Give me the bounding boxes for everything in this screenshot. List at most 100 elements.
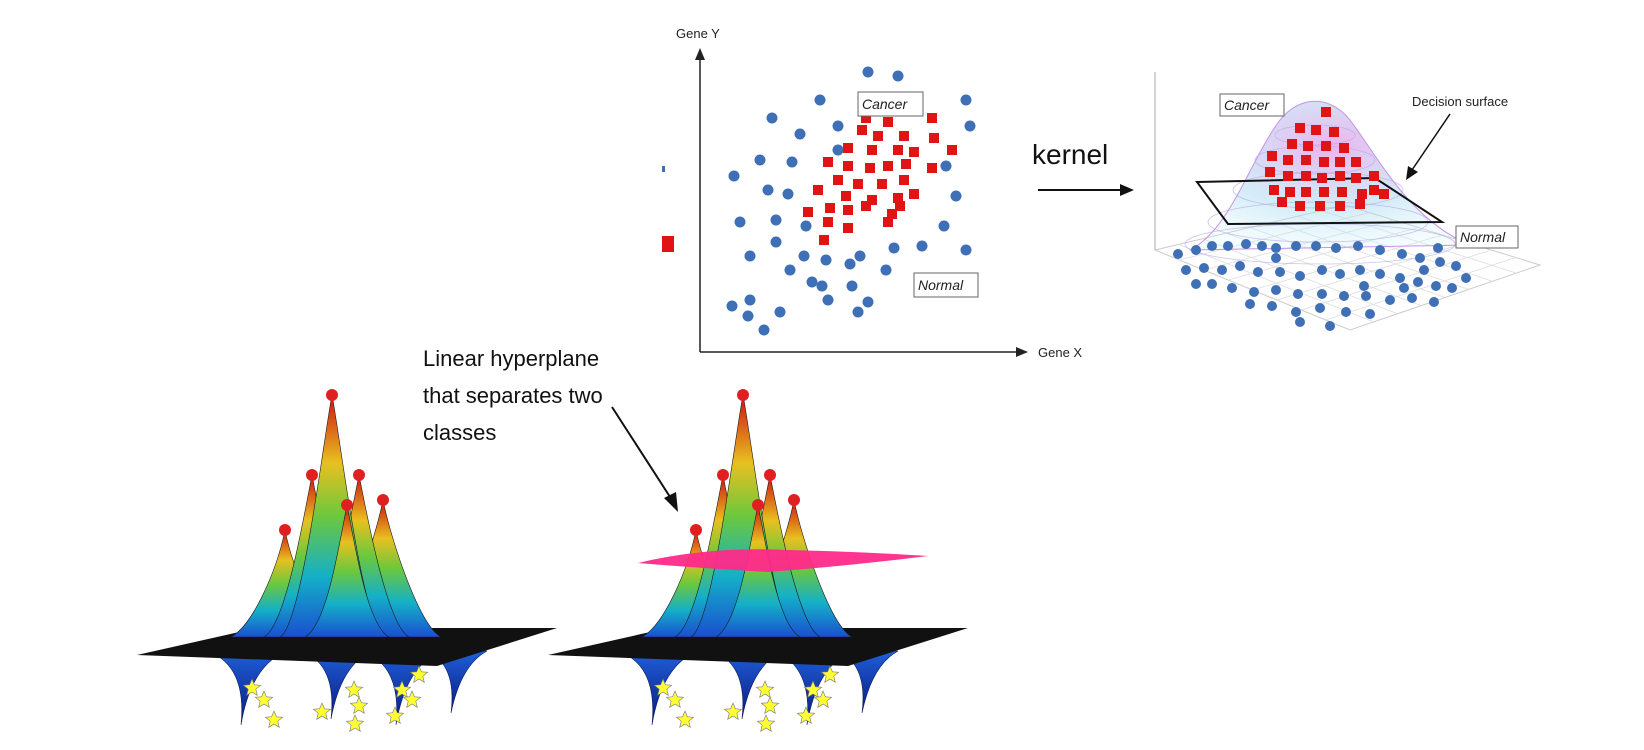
- cancer-point-3d: [1265, 167, 1275, 177]
- cancer-point-3d: [1335, 157, 1345, 167]
- scatter-plot: Gene Y Gene X Cancer Normal: [662, 26, 1082, 360]
- normal-point-3d: [1271, 243, 1281, 253]
- star-marker: [653, 678, 673, 696]
- peak-marker: [306, 469, 318, 481]
- cancer-point-3d: [1369, 185, 1379, 195]
- cancer-points-3d: [1265, 107, 1389, 211]
- decision-surface-pointer-head: [1406, 166, 1418, 180]
- y-axis-arrow: [695, 48, 705, 60]
- cancer-point: [843, 143, 853, 153]
- cancer-point: [813, 185, 823, 195]
- kernel-label: kernel: [1032, 139, 1108, 170]
- normal-point: [814, 94, 826, 106]
- cancer-point: [877, 179, 887, 189]
- normal-point: [846, 280, 858, 292]
- cancer-point: [867, 145, 877, 155]
- cancer-point: [853, 179, 863, 189]
- cancer-point: [865, 163, 875, 173]
- normal-point-3d: [1419, 265, 1429, 275]
- cancer-point-3d: [1351, 173, 1361, 183]
- kernel-transform: kernel: [1032, 139, 1134, 196]
- stray-red-mark: [662, 236, 674, 252]
- normal-point-3d: [1361, 291, 1371, 301]
- normal-point: [862, 296, 874, 308]
- normal-point: [744, 294, 756, 306]
- peak-marker: [279, 524, 291, 536]
- normal-point-3d: [1429, 297, 1439, 307]
- normal-point-3d: [1317, 289, 1327, 299]
- cancer-point: [893, 193, 903, 203]
- normal-point-3d: [1235, 261, 1245, 271]
- decision-dome: [1189, 100, 1471, 251]
- cancer-point-3d: [1351, 157, 1361, 167]
- normal-point-3d: [1353, 241, 1363, 251]
- star-marker: [242, 678, 262, 696]
- normal-point: [766, 112, 778, 124]
- star-marker: [813, 690, 833, 708]
- normal-point-3d: [1291, 307, 1301, 317]
- cancer-point: [947, 145, 957, 155]
- normal-point: [854, 250, 866, 262]
- normal-3d-label: Normal: [1460, 229, 1506, 245]
- cancer-point: [895, 201, 905, 211]
- cancer-point: [883, 161, 893, 171]
- normal-point-3d: [1397, 249, 1407, 259]
- cancer-point-3d: [1301, 187, 1311, 197]
- star-marker: [796, 706, 816, 724]
- stray-blue-mark: [662, 166, 665, 172]
- cancer-point: [843, 205, 853, 215]
- normal-point: [964, 120, 976, 132]
- cancer-point: [819, 235, 829, 245]
- normal-point-3d: [1249, 287, 1259, 297]
- normal-point: [940, 160, 952, 172]
- star-marker: [756, 714, 776, 732]
- cancer-point-3d: [1329, 127, 1339, 137]
- normal-point: [916, 240, 928, 252]
- star-marker: [254, 690, 274, 708]
- cancer-point: [867, 195, 877, 205]
- normal-point-3d: [1245, 299, 1255, 309]
- normal-point-3d: [1385, 295, 1395, 305]
- floor-plane: [137, 628, 557, 666]
- star-marker: [755, 680, 775, 698]
- normal-point-3d: [1271, 253, 1281, 263]
- normal-point-3d: [1375, 269, 1385, 279]
- normal-point-3d: [1355, 265, 1365, 275]
- hyperplane-label-line-3: classes: [423, 420, 496, 445]
- cancer-point-3d: [1321, 141, 1331, 151]
- normal-point-3d: [1395, 273, 1405, 283]
- star-marker: [392, 680, 412, 698]
- cancer-point: [883, 217, 893, 227]
- cancer-point: [861, 113, 871, 123]
- hyperplane-label-line-1: Linear hyperplane: [423, 346, 599, 371]
- cancer-point-3d: [1337, 187, 1347, 197]
- normal-point: [794, 128, 806, 140]
- peak-marker: [788, 494, 800, 506]
- cancer-point-3d: [1317, 173, 1327, 183]
- peaks-surface-right: [548, 389, 968, 732]
- hyperplane-pointer-head: [664, 492, 678, 512]
- star-marker: [760, 696, 780, 714]
- normal-point: [728, 170, 740, 182]
- normal-point: [960, 94, 972, 106]
- peaks-surface-left: [137, 389, 557, 732]
- dome-contour: [1254, 145, 1376, 175]
- cancer-point-3d: [1369, 171, 1379, 181]
- normal-points: [726, 66, 976, 336]
- star-marker: [345, 714, 365, 732]
- normal-point: [726, 300, 738, 312]
- cancer-point: [841, 191, 851, 201]
- cancer-point: [899, 175, 909, 185]
- cancer-point: [823, 217, 833, 227]
- cancer-point: [857, 125, 867, 135]
- x-axis-arrow: [1016, 347, 1028, 357]
- normal-point-3d: [1407, 293, 1417, 303]
- normal-point-3d: [1223, 241, 1233, 251]
- normal-point-3d: [1435, 257, 1445, 267]
- normal-point: [832, 144, 844, 156]
- decision-plane: [1195, 176, 1446, 226]
- cancer-point-3d: [1277, 197, 1287, 207]
- cancer-point: [901, 159, 911, 169]
- normal-point: [786, 156, 798, 168]
